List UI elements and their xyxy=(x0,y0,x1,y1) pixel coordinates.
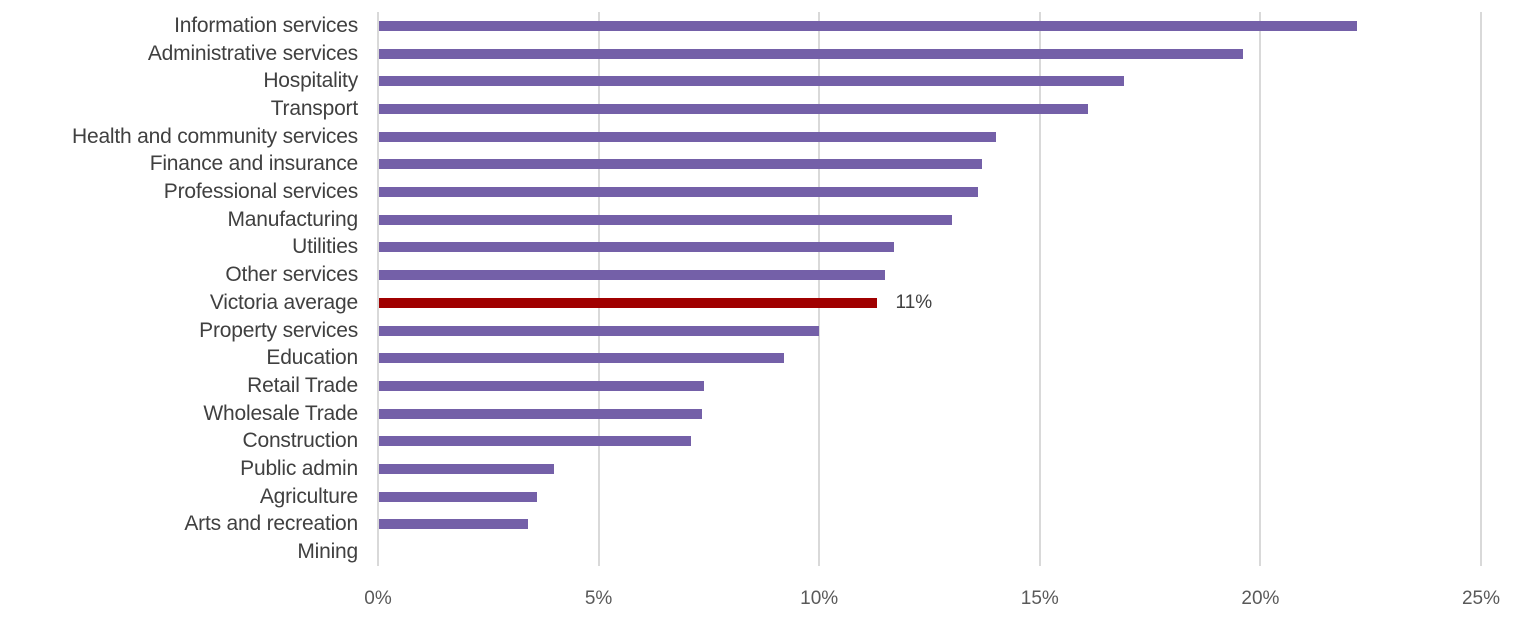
category-label: Transport xyxy=(270,96,358,120)
bar xyxy=(379,464,555,475)
gridline xyxy=(1259,12,1262,566)
bar xyxy=(379,519,528,530)
category-label: Arts and recreation xyxy=(184,512,358,536)
bar xyxy=(379,20,1358,31)
gridline xyxy=(597,12,600,566)
category-label: Education xyxy=(266,346,358,370)
category-label: Wholesale Trade xyxy=(203,401,358,425)
bar xyxy=(379,214,952,225)
category-label: Utilities xyxy=(292,235,358,259)
bar xyxy=(379,353,784,364)
x-tick-label: 5% xyxy=(584,588,613,609)
bar xyxy=(379,242,895,253)
bar xyxy=(379,380,705,391)
category-label: Health and community services xyxy=(72,124,358,148)
bar xyxy=(379,159,983,170)
x-tick-label: 0% xyxy=(364,588,392,609)
category-label: Finance and insurance xyxy=(149,152,358,176)
bar xyxy=(379,270,886,281)
category-label: Administrative services xyxy=(147,41,358,65)
category-label: Information services xyxy=(174,13,358,37)
bar xyxy=(379,76,1124,87)
category-label: Hospitality xyxy=(263,69,358,93)
category-label: Mining xyxy=(297,540,358,564)
gridline xyxy=(1480,12,1482,566)
bar xyxy=(379,48,1243,59)
y-axis-line xyxy=(377,12,379,566)
data-label: 11% xyxy=(895,291,933,313)
category-label: Other services xyxy=(225,263,358,287)
gridline xyxy=(818,12,821,566)
category-label: Professional services xyxy=(163,180,358,204)
highlight-bar xyxy=(379,297,877,308)
x-tick-label: 15% xyxy=(1020,588,1059,609)
bar xyxy=(379,187,979,198)
bar xyxy=(379,103,1089,114)
gridline xyxy=(1038,12,1041,566)
bar xyxy=(379,408,703,419)
category-label: Retail Trade xyxy=(247,373,358,397)
x-tick-label: 25% xyxy=(1461,588,1501,609)
category-label: Construction xyxy=(242,429,359,453)
x-tick-label: 10% xyxy=(800,588,839,609)
category-label: Public admin xyxy=(240,457,358,481)
category-label: Manufacturing xyxy=(227,207,359,231)
category-label: Victoria average xyxy=(209,290,358,314)
category-label: Agriculture xyxy=(259,484,358,508)
category-label: Property services xyxy=(199,318,358,342)
x-tick-label: 20% xyxy=(1241,588,1280,609)
bar xyxy=(379,131,996,142)
bar xyxy=(379,436,692,447)
bar xyxy=(379,491,537,502)
bar xyxy=(379,325,820,336)
